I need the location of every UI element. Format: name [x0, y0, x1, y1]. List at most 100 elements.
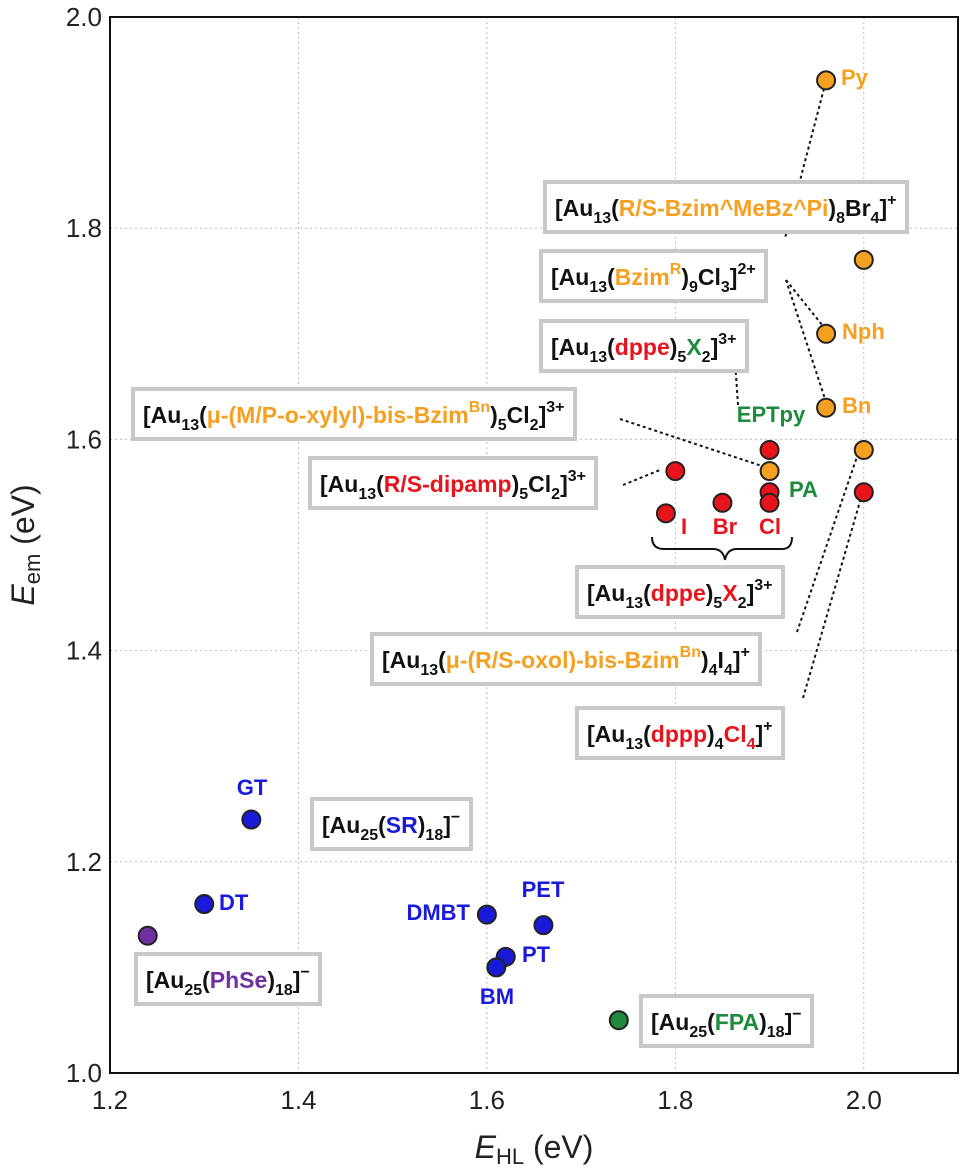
- formula-segment: 3+: [718, 331, 736, 348]
- formula-segment: (: [707, 1009, 715, 1035]
- formula-segment: 13: [593, 210, 611, 227]
- data-points: [137, 70, 874, 1031]
- formula-segment: 8: [836, 210, 845, 227]
- formula-segment: 13: [420, 662, 438, 679]
- formula-segment: +: [763, 718, 772, 735]
- formula-segment: ]: [293, 967, 301, 993]
- leader-line: [785, 279, 828, 332]
- formula-segment: ): [706, 580, 714, 606]
- formula-segment: 5: [498, 417, 507, 434]
- formula-segment: [Au: [322, 812, 360, 838]
- formula-segment: (: [643, 580, 651, 606]
- y-tick-label: 1.6: [66, 424, 102, 454]
- y-tick-label: 2.0: [66, 2, 102, 32]
- data-point: [816, 397, 837, 418]
- formula-box-frame: [543, 180, 909, 234]
- data-point: [759, 461, 780, 482]
- formula-segment: +: [887, 192, 896, 209]
- formula-segment: dppp: [651, 721, 707, 747]
- data-point: [486, 957, 507, 978]
- formula-segment: 4: [871, 210, 880, 227]
- formula-segment: 13: [358, 486, 376, 503]
- point-label: PET: [522, 877, 565, 902]
- formula-segment: ]: [443, 812, 451, 838]
- formula-segment: PhSe: [210, 967, 268, 993]
- cluster-formula-box: [Au25(PhSe)18]−: [134, 952, 322, 1006]
- formula-segment: (: [376, 471, 384, 497]
- plot-frame: [109, 16, 959, 1074]
- formula-text: [Au13(μ-(R/S-oxol)-bis-BzimBn)4I4]+: [382, 644, 750, 679]
- formula-segment: Cl: [698, 264, 721, 290]
- formula-segment: [Au: [320, 471, 358, 497]
- formula-box-frame: [575, 565, 785, 619]
- formula-segment: −: [792, 1006, 801, 1023]
- formula-segment: X: [722, 580, 738, 606]
- formula-segment: 2: [530, 417, 539, 434]
- cluster-formula-box: [Au13(μ-(R/S-oxol)-bis-BzimBn)4I4]+: [370, 632, 762, 686]
- point-label: Cl: [759, 514, 781, 539]
- x-axis-title: EHL (eV): [475, 1129, 594, 1169]
- formula-segment: ): [759, 1009, 767, 1035]
- formula-segment: μ-(R/S-oxol)-bis-Bzim: [446, 647, 680, 673]
- data-point: [759, 439, 780, 460]
- formula-box-frame: [575, 706, 785, 760]
- data-point: [655, 503, 676, 524]
- formula-segment: −: [300, 964, 309, 981]
- leader-line: [802, 490, 864, 699]
- x-tick-label: 1.6: [469, 1085, 505, 1115]
- cluster-formula-box: [Au25(FPA)18]−: [639, 994, 814, 1048]
- formula-text: [Au13(μ-(M/P-o-xylyl)-bis-BzimBn)5Cl2]3+: [143, 399, 565, 434]
- brace-shape: [651, 536, 793, 561]
- x-tick-label: 1.4: [280, 1085, 316, 1115]
- formula-segment: 13: [589, 279, 607, 296]
- cluster-annotations: [Au13(R/S-Bzim^MeBz^Pi)8Br4]+[Au13(BzimR…: [131, 180, 909, 1048]
- data-point: [533, 915, 554, 936]
- formula-segment: FPA: [715, 1009, 759, 1035]
- formula-segment: 18: [275, 982, 293, 999]
- leader-line: [785, 279, 828, 406]
- formula-segment: [Au: [143, 402, 181, 428]
- formula-segment: (: [438, 647, 446, 673]
- formula-segment: 3+: [568, 468, 586, 485]
- formula-segment: 25: [184, 982, 202, 999]
- leader-line: [796, 447, 861, 633]
- formula-segment: [Au: [587, 721, 625, 747]
- formula-segment: 5: [713, 595, 722, 612]
- formula-segment: 3: [721, 279, 730, 296]
- formula-segment: ): [490, 402, 498, 428]
- formula-box-frame: [370, 632, 762, 686]
- formula-segment: 2: [702, 349, 711, 366]
- y-tick-label: 1.0: [66, 1058, 102, 1088]
- cluster-formula-box: [Au13(BzimR)9Cl3]2+: [539, 249, 768, 303]
- formula-segment: 13: [181, 417, 199, 434]
- formula-segment: [Au: [551, 334, 589, 360]
- formula-text: [Au13(BzimR)9Cl3]2+: [551, 261, 756, 296]
- formula-segment: 25: [360, 827, 378, 844]
- formula-segment: R: [670, 261, 682, 278]
- formula-segment: [Au: [651, 1009, 689, 1035]
- formula-segment: I: [718, 647, 724, 673]
- formula-segment: ]: [730, 264, 738, 290]
- formula-segment: 13: [589, 349, 607, 366]
- formula-segment: ): [670, 334, 678, 360]
- formula-segment: SR: [386, 812, 418, 838]
- formula-segment: ): [707, 721, 715, 747]
- data-point: [853, 482, 874, 503]
- formula-segment: 18: [425, 827, 443, 844]
- formula-segment: [Au: [587, 580, 625, 606]
- formula-segment: ]: [785, 1009, 793, 1035]
- formula-segment: ]: [879, 195, 887, 221]
- formula-segment: ): [681, 264, 689, 290]
- formula-text: [Au13(dppe)5X2]3+: [587, 577, 773, 612]
- formula-segment: 3+: [546, 399, 564, 416]
- data-point: [665, 461, 686, 482]
- cluster-formula-box: [Au25(SR)18]−: [310, 797, 473, 851]
- formula-segment: (: [607, 334, 615, 360]
- formula-segment: 4: [747, 736, 756, 753]
- formula-segment: (: [611, 195, 619, 221]
- data-point: [712, 492, 733, 513]
- formula-box-frame: [539, 319, 749, 373]
- formula-segment: μ-(M/P-o-xylyl)-bis-Bzim: [207, 402, 469, 428]
- formula-segment: Bn: [680, 644, 701, 661]
- formula-segment: ]: [733, 647, 741, 673]
